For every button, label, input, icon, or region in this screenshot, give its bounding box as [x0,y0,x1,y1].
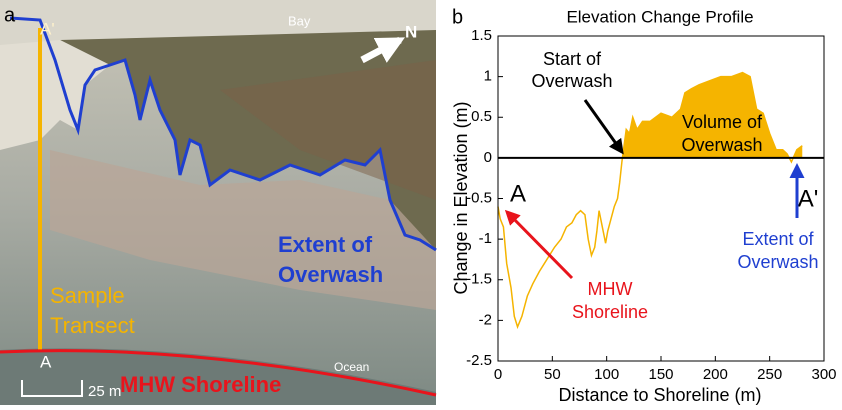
x-tick-label: 300 [811,366,836,383]
line [497,71,803,330]
transect-label: Sample [50,283,125,308]
annotation: Overwash [531,71,612,91]
bay-label: Bay [288,13,311,28]
annotation: Overwash [681,135,762,155]
y-tick-label: 1 [484,68,492,85]
chart: -2.5 -2 -1.5 -1 -0.5 0 0.5 1 1.5 0 50 100 150 200 250 3… [466,27,836,383]
north-label: N [405,22,417,41]
x-tick-label: 150 [648,366,673,383]
x-axis-label: Distance to Shoreline (m) [558,385,761,405]
ocean [0,348,436,405]
aerial-photo [0,0,437,405]
x-tick-label: 100 [594,366,619,383]
plot-frame [497,35,825,362]
annotation: Volume of [682,112,763,132]
annotation: Shoreline [572,302,648,322]
y-tick-label: -1.5 [466,271,492,288]
x-tick-label: 200 [703,366,728,383]
y-axis-label: Change in Elevation (m) [451,101,471,294]
annotation: Start of [543,49,602,69]
scale-bar [21,380,83,397]
shoreline-label: MHW Shoreline [120,372,281,397]
annotation-arrow [504,209,574,280]
transect-label: Transect [50,313,135,338]
y-tick-label: -0.5 [466,189,492,206]
overwash-deposit [50,150,436,310]
annotation: A' [798,185,819,212]
ocean-label: Ocean [334,360,369,374]
y-tick-label: -1 [479,230,492,247]
panel-label: a [4,4,16,26]
annotation: Overwash [737,252,818,272]
x-tick-label: 250 [757,366,782,383]
annotation: MHW [588,279,633,299]
area [498,72,803,158]
x-tick-label: 0 [494,366,502,383]
transect-bottom-label: A [40,352,52,371]
annotation: Extent of [742,229,814,249]
shoreline-line [0,349,437,397]
panel-label: b [452,6,463,28]
annotation-arrow [583,99,624,155]
y-tick-label: 0.5 [471,108,492,125]
annotation: A [510,180,526,207]
sand [0,40,110,150]
chart-title: Elevation Change Profile [566,7,753,26]
transect-top-label: A' [40,19,55,38]
y-tick-label: 0 [484,149,492,166]
extent-label: Overwash [278,262,383,287]
north-arrow [360,36,405,64]
scale-label: 25 m [88,383,121,400]
extent-label: Extent of [278,232,373,257]
overwash-extent-line [9,16,437,252]
y-tick-label: -2.5 [466,352,492,369]
x-tick-label: 50 [544,366,561,383]
y-tick-label: -2 [479,311,492,328]
y-tick-label: 1.5 [471,27,492,44]
